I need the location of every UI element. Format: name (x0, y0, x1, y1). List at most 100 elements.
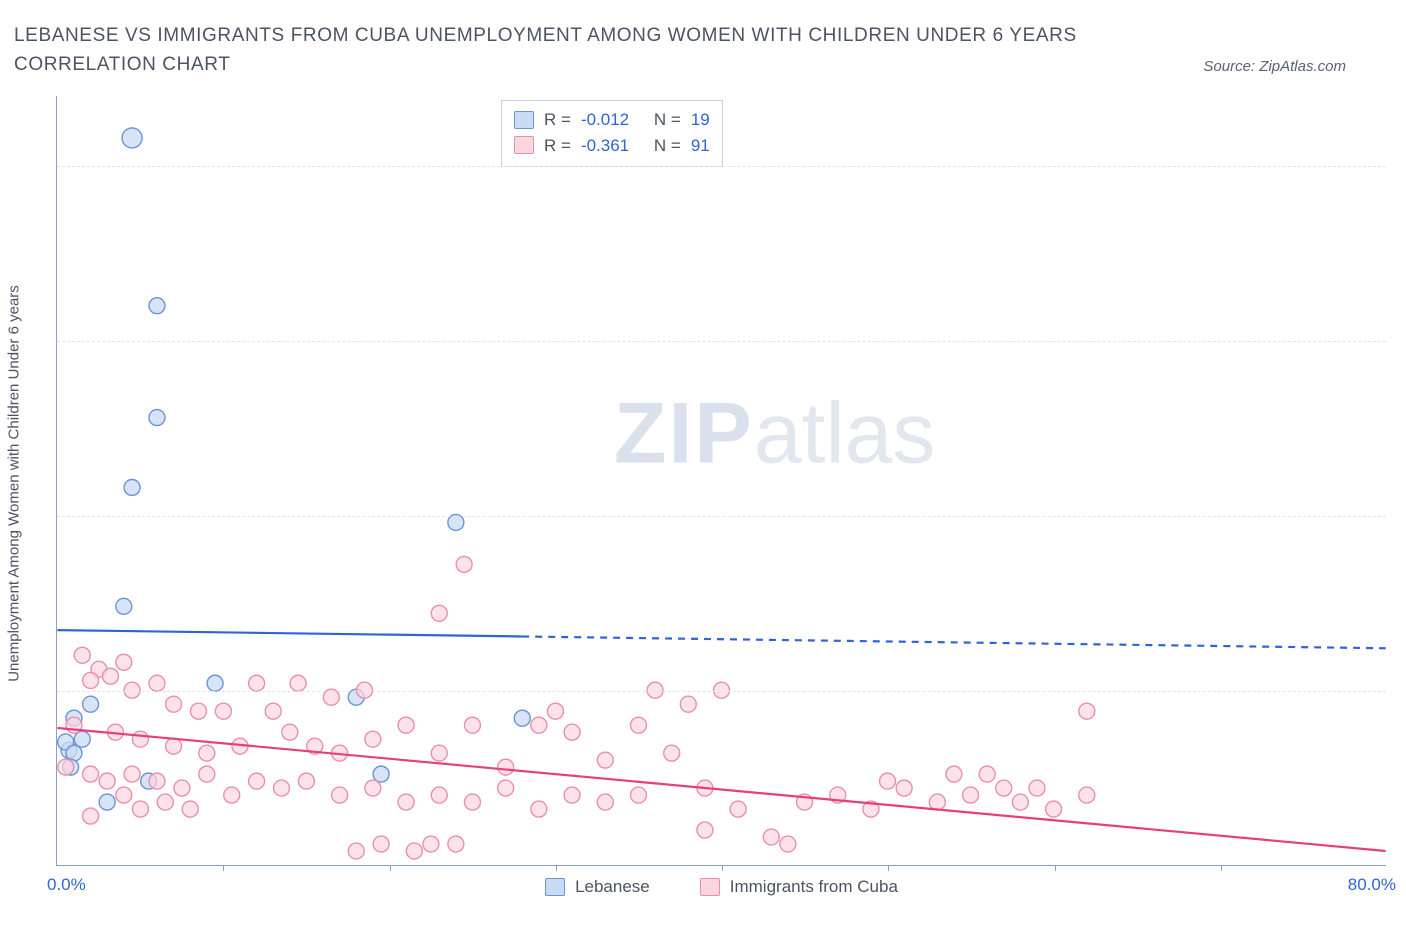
n-label: N = (654, 133, 681, 159)
point-lebanese (116, 598, 132, 614)
n-value-cuba: 91 (691, 133, 710, 159)
point-cuba (215, 703, 231, 719)
legend-item-cuba: Immigrants from Cuba (700, 877, 898, 897)
point-cuba (431, 745, 447, 761)
point-cuba (199, 745, 215, 761)
y-tick-label: 25.0% (1394, 506, 1406, 524)
n-value-lebanese: 19 (691, 107, 710, 133)
point-cuba (365, 780, 381, 796)
point-cuba (124, 766, 140, 782)
point-cuba (332, 787, 348, 803)
x-tick-mark (888, 865, 889, 871)
point-lebanese (74, 731, 90, 747)
point-cuba (564, 724, 580, 740)
gridline (57, 691, 1386, 692)
point-lebanese (149, 410, 165, 426)
point-cuba (116, 787, 132, 803)
r-label: R = (544, 107, 571, 133)
x-tick-mark (390, 865, 391, 871)
point-lebanese (122, 128, 142, 148)
plot-area: ZIPatlas R = -0.012 N = 19 R = -0.361 N … (56, 96, 1386, 866)
point-cuba (149, 675, 165, 691)
point-cuba (464, 794, 480, 810)
point-cuba (249, 675, 265, 691)
point-cuba (398, 717, 414, 733)
y-tick-label: 12.5% (1394, 681, 1406, 699)
point-cuba (597, 752, 613, 768)
point-lebanese (66, 745, 82, 761)
r-value-lebanese: -0.012 (581, 107, 629, 133)
legend-label-lebanese: Lebanese (575, 877, 650, 897)
point-cuba (464, 717, 480, 733)
point-cuba (780, 836, 796, 852)
x-tick-mark (1221, 865, 1222, 871)
legend-label-cuba: Immigrants from Cuba (730, 877, 898, 897)
point-cuba (182, 801, 198, 817)
point-cuba (199, 766, 215, 782)
point-cuba (531, 801, 547, 817)
point-cuba (680, 696, 696, 712)
point-cuba (456, 556, 472, 572)
x-tick-mark (223, 865, 224, 871)
point-cuba (99, 773, 115, 789)
point-cuba (224, 787, 240, 803)
point-cuba (1046, 801, 1062, 817)
point-cuba (929, 794, 945, 810)
y-axis-label: Unemployment Among Women with Children U… (6, 285, 23, 682)
source-name: ZipAtlas.com (1259, 58, 1346, 75)
point-cuba (730, 801, 746, 817)
point-cuba (116, 654, 132, 670)
chart-container: LEBANESE VS IMMIGRANTS FROM CUBA UNEMPLO… (0, 0, 1406, 930)
point-cuba (406, 843, 422, 859)
swatch-cuba-bottom (700, 878, 720, 896)
point-cuba (290, 675, 306, 691)
point-cuba (166, 696, 182, 712)
swatch-lebanese-bottom (545, 878, 565, 896)
point-lebanese (373, 766, 389, 782)
y-tick-label: 37.5% (1394, 331, 1406, 349)
point-cuba (282, 724, 298, 740)
point-cuba (996, 780, 1012, 796)
point-cuba (630, 717, 646, 733)
point-cuba (963, 787, 979, 803)
point-cuba (132, 801, 148, 817)
point-cuba (157, 794, 173, 810)
point-cuba (896, 780, 912, 796)
point-cuba (946, 766, 962, 782)
point-cuba (83, 766, 99, 782)
y-tick-label: 50.0% (1394, 156, 1406, 174)
source-prefix: Source: (1203, 58, 1259, 75)
point-lebanese (149, 298, 165, 314)
source-citation: Source: ZipAtlas.com (1203, 58, 1346, 75)
x-tick-mark (722, 865, 723, 871)
gridline (57, 166, 1386, 167)
point-cuba (348, 843, 364, 859)
legend-stats-row-lebanese: R = -0.012 N = 19 (514, 107, 710, 133)
chart-title: LEBANESE VS IMMIGRANTS FROM CUBA UNEMPLO… (14, 22, 1114, 79)
point-cuba (979, 766, 995, 782)
point-cuba (630, 787, 646, 803)
scatter-svg (57, 96, 1386, 865)
x-tick-mark (1055, 865, 1056, 871)
point-cuba (191, 703, 207, 719)
point-cuba (431, 787, 447, 803)
point-cuba (1012, 794, 1028, 810)
trendline-dashed-lebanese (522, 636, 1385, 648)
point-cuba (249, 773, 265, 789)
r-value-cuba: -0.361 (581, 133, 629, 159)
trendline-lebanese (57, 630, 522, 636)
point-cuba (664, 745, 680, 761)
point-lebanese (124, 480, 140, 496)
point-cuba (1079, 787, 1095, 803)
point-cuba (149, 773, 165, 789)
point-cuba (74, 647, 90, 663)
header-row: LEBANESE VS IMMIGRANTS FROM CUBA UNEMPLO… (14, 22, 1346, 79)
gridline (57, 341, 1386, 342)
point-cuba (274, 780, 290, 796)
point-lebanese (514, 710, 530, 726)
point-cuba (423, 836, 439, 852)
point-cuba (547, 703, 563, 719)
bottom-legend: Lebanese Immigrants from Cuba (57, 877, 1386, 897)
x-max-label: 80.0% (1348, 875, 1396, 895)
point-cuba (531, 717, 547, 733)
